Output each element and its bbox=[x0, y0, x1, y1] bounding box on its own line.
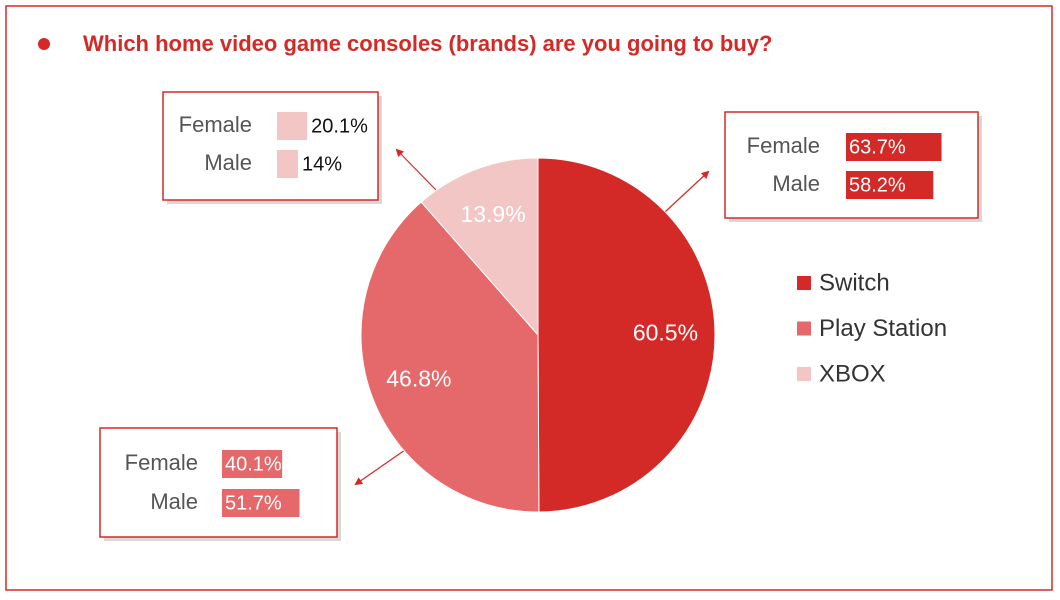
legend-swatch bbox=[797, 367, 811, 381]
callout-arrow bbox=[664, 170, 710, 213]
category-label: Male bbox=[150, 489, 198, 514]
bar-value-label: 40.1% bbox=[225, 453, 282, 475]
bar-value-label: 58.2% bbox=[849, 174, 906, 196]
callout-box bbox=[162, 91, 379, 201]
legend-label: Play Station bbox=[819, 315, 947, 342]
title-bullet bbox=[38, 38, 50, 50]
bar bbox=[846, 133, 942, 161]
bar-value-label: 51.7% bbox=[225, 492, 282, 514]
chart-title: Which home video game consoles (brands) … bbox=[83, 31, 772, 56]
bar bbox=[222, 489, 300, 517]
bar-value-label: 14% bbox=[302, 153, 342, 175]
callout-arrow bbox=[354, 449, 406, 486]
callout-arrow bbox=[395, 148, 437, 191]
slice-label: 60.5% bbox=[633, 320, 698, 346]
legend-label: Switch bbox=[819, 269, 890, 296]
bar bbox=[846, 171, 934, 199]
frame bbox=[5, 5, 1053, 591]
bar-value-label: 63.7% bbox=[849, 136, 906, 158]
slice-label: 46.8% bbox=[386, 365, 451, 391]
category-label: Female bbox=[179, 112, 252, 137]
category-label: Female bbox=[125, 450, 198, 475]
bar-value-label: 20.1% bbox=[311, 115, 368, 137]
bar bbox=[277, 112, 308, 140]
pie-slice bbox=[360, 201, 540, 513]
legend-label: XBOX bbox=[819, 360, 886, 387]
callout-box bbox=[99, 427, 338, 538]
slice-label: 13.9% bbox=[460, 201, 525, 227]
callout-box bbox=[724, 111, 979, 219]
pie-slice bbox=[420, 157, 539, 337]
pie-slice bbox=[537, 157, 716, 513]
bar bbox=[277, 150, 298, 178]
legend-swatch bbox=[797, 276, 811, 290]
category-label: Female bbox=[747, 133, 820, 158]
bar bbox=[222, 450, 283, 478]
category-label: Male bbox=[204, 150, 252, 175]
category-label: Male bbox=[772, 171, 820, 196]
legend-swatch bbox=[797, 321, 811, 336]
